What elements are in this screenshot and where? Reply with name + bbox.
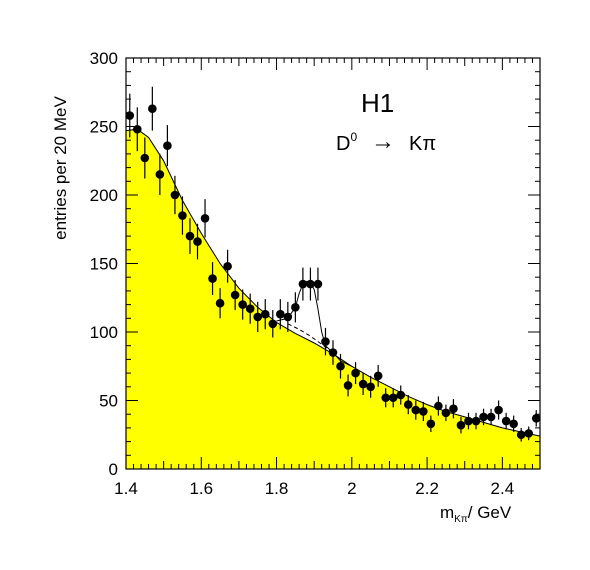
- data-point: [253, 312, 263, 322]
- x-tick-label: 2.4: [491, 479, 515, 498]
- svg-text:D0: D0: [336, 130, 357, 155]
- data-point: [132, 124, 142, 134]
- data-point: [373, 371, 383, 381]
- data-point: [516, 430, 526, 440]
- data-point: [200, 213, 210, 223]
- y-axis-title: entries per 20 MeV: [51, 96, 70, 240]
- data-point: [260, 309, 270, 319]
- data-point: [336, 361, 345, 371]
- data-point: [230, 290, 240, 300]
- data-point: [494, 405, 503, 415]
- y-tick-label: 300: [90, 49, 118, 68]
- x-tick-label: 2: [347, 479, 356, 498]
- data-point: [185, 231, 195, 241]
- data-point: [381, 393, 390, 403]
- data-point: [501, 416, 511, 426]
- data-point: [155, 170, 165, 179]
- y-tick-label: 0: [109, 460, 118, 479]
- data-point: [298, 279, 308, 289]
- data-point: [358, 379, 368, 389]
- data-point: [328, 348, 338, 357]
- y-tick-label: 100: [90, 323, 118, 342]
- data-point: [125, 111, 135, 120]
- data-point: [411, 405, 421, 415]
- x-tick-label: 1.4: [114, 479, 138, 498]
- decay-parent: D: [336, 133, 350, 155]
- data-point: [245, 304, 255, 314]
- data-point: [178, 211, 187, 220]
- data-point: [351, 368, 360, 378]
- data-point: [441, 408, 451, 418]
- x-tick-label: 2.2: [415, 479, 439, 498]
- data-point: [208, 274, 217, 283]
- data-point: [276, 309, 285, 319]
- x-axis-title: mKπ/ GeV: [440, 503, 512, 525]
- data-point: [388, 393, 398, 403]
- data-point: [313, 279, 323, 289]
- data-point: [396, 390, 406, 400]
- data-point: [283, 312, 293, 322]
- decay-arrow: →: [371, 128, 395, 155]
- data-point: [434, 401, 443, 411]
- data-point: [419, 407, 428, 416]
- data-point: [170, 190, 180, 200]
- data-point: [193, 237, 202, 246]
- data-point: [223, 261, 232, 271]
- data-point: [509, 419, 518, 429]
- data-point: [321, 337, 330, 346]
- data-point: [456, 420, 466, 430]
- decay-parent-sup: 0: [350, 130, 357, 144]
- data-point: [464, 416, 473, 426]
- data-point: [306, 279, 315, 289]
- data-point: [471, 416, 481, 426]
- data-point: [486, 412, 496, 422]
- data-point: [268, 319, 278, 329]
- data-point: [426, 419, 436, 429]
- data-point: [140, 153, 150, 163]
- experiment-label: H1: [361, 88, 394, 118]
- data-point: [148, 104, 157, 113]
- data-point: [479, 412, 488, 422]
- data-point: [343, 381, 353, 390]
- x-axis-title-sub: Kπ: [454, 514, 468, 525]
- y-tick-label: 200: [90, 186, 118, 205]
- data-point: [215, 298, 225, 308]
- data-point: [531, 414, 541, 423]
- data-point: [291, 303, 300, 312]
- x-tick-label: 1.6: [189, 479, 213, 498]
- data-point: [238, 300, 247, 309]
- y-tick-label: 50: [99, 392, 118, 411]
- data-point: [403, 400, 413, 409]
- decay-label: D0 → Kπ: [336, 128, 436, 155]
- data-point: [449, 404, 458, 414]
- data-point: [524, 429, 534, 438]
- y-tick-label: 250: [90, 118, 118, 137]
- svg-text:mKπ/ GeV: mKπ/ GeV: [440, 503, 512, 525]
- x-tick-label: 1.8: [265, 479, 289, 498]
- y-tick-label: 150: [90, 255, 118, 274]
- background-fill: [126, 129, 540, 469]
- decay-products: Kπ: [409, 133, 436, 155]
- data-point: [163, 141, 172, 150]
- data-point: [366, 382, 375, 392]
